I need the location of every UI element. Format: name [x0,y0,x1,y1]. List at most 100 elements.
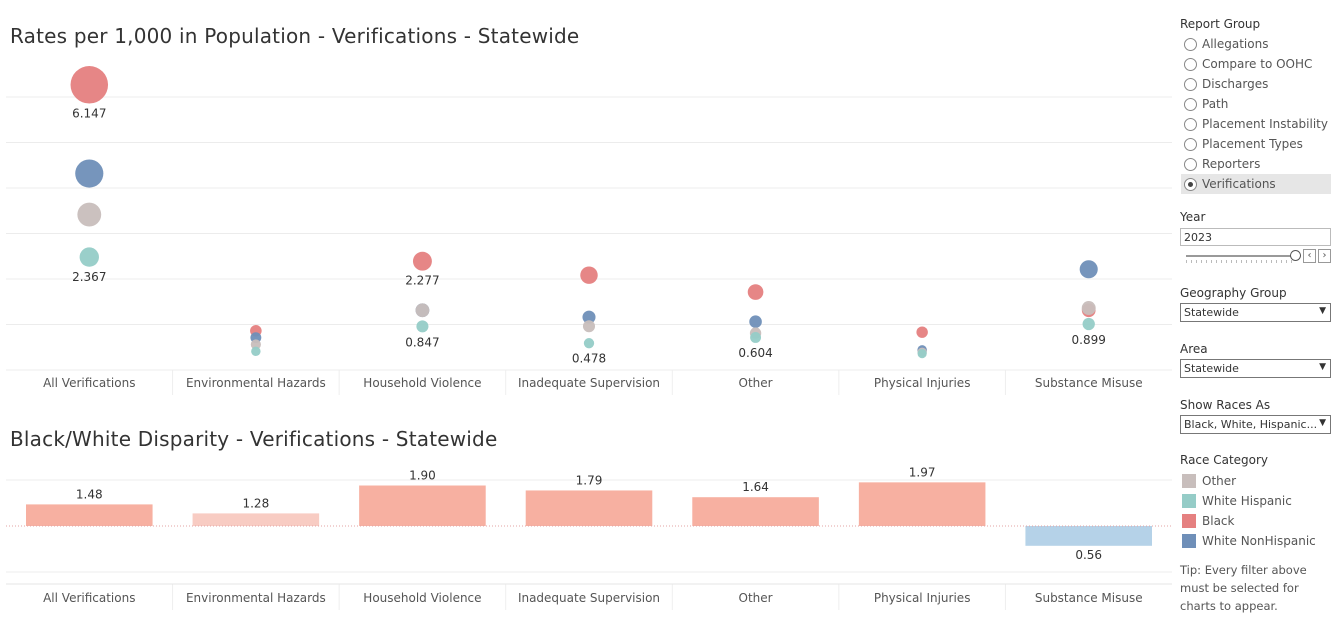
radio-icon[interactable] [1184,77,1197,91]
data-label: 0.478 [572,351,606,365]
x-tick-label: Other [739,376,773,390]
area-value: Statewide [1184,362,1239,375]
area-select[interactable]: Statewide ▼ [1180,359,1331,378]
dot-black[interactable] [580,266,598,284]
report-group-label: Report Group [1180,17,1261,31]
report-group-option[interactable]: Path [1181,94,1331,114]
dot-white-nonhispanic[interactable] [1079,260,1098,279]
radio-icon[interactable] [1184,97,1197,111]
data-label: 2.277 [405,274,439,288]
report-group-option[interactable]: Verifications [1181,174,1331,194]
dot-white-hispanic[interactable] [917,349,927,359]
show-races-select[interactable]: Black, White, Hispanic... ▼ [1180,415,1331,434]
bar-value-label: 1.48 [76,487,103,501]
report-group-option[interactable]: Placement Instability [1181,114,1331,134]
show-races-label: Show Races As [1180,398,1271,412]
show-races-value: Black, White, Hispanic... [1184,418,1318,431]
dot-white-hispanic[interactable] [583,338,595,349]
dot-black[interactable] [70,66,109,104]
year-slider[interactable]: ‹ › [1186,249,1331,265]
report-group-option[interactable]: Allegations [1181,34,1331,54]
disparity-bar[interactable] [26,504,153,526]
x-tick-label: All Verifications [43,376,135,390]
x-tick-label: Other [739,591,773,605]
radio-icon[interactable] [1184,117,1197,131]
disparity-bar[interactable] [1025,526,1152,546]
dot-black[interactable] [916,326,928,338]
legend-swatch [1182,474,1196,488]
legend-item[interactable]: Black [1182,513,1234,529]
radio-icon[interactable] [1184,57,1197,71]
rates-chart: All Verifications Environmental Hazards Ho… [6,66,1172,395]
tip-text: Tip: Every filter above must be selected… [1180,563,1307,613]
disparity-bar[interactable] [692,497,819,526]
dot-other[interactable] [415,303,430,318]
bar-value-label: 1.28 [242,496,269,510]
data-label: 2.367 [72,270,106,284]
radio-icon[interactable] [1184,137,1197,151]
x-tick-label: Physical Injuries [874,376,971,390]
year-next-button[interactable]: › [1318,249,1331,263]
chevron-down-icon: ▼ [1319,362,1326,372]
legend-swatch [1182,534,1196,548]
data-label: 6.147 [72,107,106,121]
dot-white-hispanic[interactable] [1082,317,1095,331]
disparity-bar[interactable] [359,485,486,527]
dot-white-nonhispanic[interactable] [749,315,762,328]
x-tick-label: Substance Misuse [1035,376,1143,390]
x-tick-label: Substance Misuse [1035,591,1143,605]
dot-white-hispanic[interactable] [750,332,762,343]
report-group-option[interactable]: Discharges [1181,74,1331,94]
dot-white-nonhispanic[interactable] [75,159,104,188]
x-tick-label: Environmental Hazards [186,591,326,605]
dot-other[interactable] [582,320,596,333]
report-group-option-label: Reporters [1202,157,1261,171]
dot-white-hispanic[interactable] [251,346,261,357]
legend-item[interactable]: Other [1182,473,1236,489]
chevron-down-icon: ▼ [1319,418,1326,428]
bar-value-label: 1.90 [409,469,436,483]
year-input[interactable]: 2023 [1180,228,1331,246]
radio-icon[interactable] [1184,37,1197,51]
disparity-bar[interactable] [525,490,653,526]
race-category-label: Race Category [1180,453,1269,467]
disparity-chart: 1.48 1.28 1.90 1.79 1.64 1.97 0.56 All Verifica… [6,465,1172,610]
disparity-bar[interactable] [858,482,986,526]
geography-group-value: Statewide [1184,306,1239,319]
dot-black[interactable] [747,284,764,300]
dot-white-hispanic[interactable] [416,320,429,333]
scatter-chart-title: Rates per 1,000 in Population - Verifica… [10,24,580,48]
dot-black[interactable] [412,251,432,271]
legend-label: White Hispanic [1202,494,1292,508]
report-group-option-label: Allegations [1202,37,1269,51]
report-group-option-label: Verifications [1202,177,1276,191]
bar-value-label: 1.64 [742,480,769,494]
dot-white-nonhispanic[interactable] [582,310,596,324]
x-tick-label: Inadequate Supervision [518,376,660,390]
legend-item[interactable]: White NonHispanic [1182,533,1316,549]
dot-other[interactable] [1081,301,1096,316]
dot-other[interactable] [77,202,102,227]
slider-thumb[interactable] [1290,250,1301,261]
report-group-option[interactable]: Placement Types [1181,134,1331,154]
chevron-down-icon: ▼ [1319,306,1326,316]
year-prev-button[interactable]: ‹ [1303,249,1316,263]
area-label: Area [1180,342,1208,356]
data-label: 0.604 [738,346,772,360]
disparity-bar[interactable] [192,513,320,526]
dot-other[interactable] [250,339,261,350]
report-group-option[interactable]: Compare to OOHC [1181,54,1331,74]
x-tick-label: Household Violence [363,591,481,605]
radio-icon[interactable] [1184,177,1197,191]
geography-group-select[interactable]: Statewide ▼ [1180,303,1331,322]
x-tick-label: All Verifications [43,591,135,605]
legend-item[interactable]: White Hispanic [1182,493,1292,509]
report-group-option[interactable]: Reporters [1181,154,1331,174]
report-group-option-label: Path [1202,97,1229,111]
radio-icon[interactable] [1184,157,1197,171]
dot-white-hispanic[interactable] [79,247,99,267]
data-label: 0.847 [405,335,439,349]
bar-value-label: 1.79 [576,473,603,487]
bar-value-label: 1.97 [909,465,936,479]
geography-group-label: Geography Group [1180,286,1287,300]
